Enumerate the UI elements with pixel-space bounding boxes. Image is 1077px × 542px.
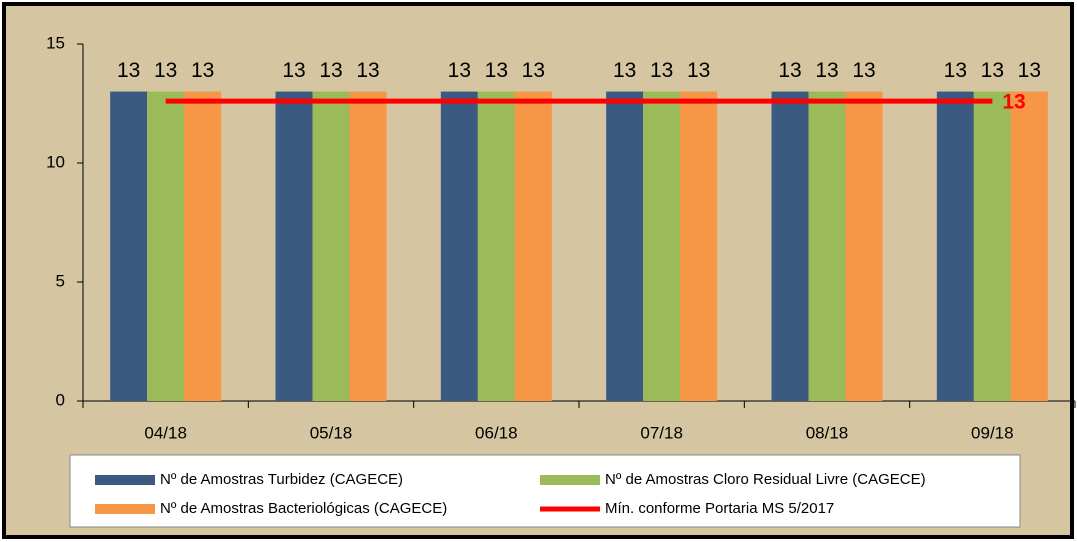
bar bbox=[349, 91, 387, 401]
line-value-label: 13 bbox=[1002, 91, 1025, 114]
x-tick-label: 07/18 bbox=[640, 423, 683, 442]
bar bbox=[845, 91, 883, 401]
legend-swatch bbox=[95, 504, 155, 514]
x-tick-label: 09/18 bbox=[971, 423, 1014, 442]
x-tick-label: 04/18 bbox=[144, 423, 187, 442]
bar-value-label: 13 bbox=[356, 59, 379, 82]
bar-value-label: 13 bbox=[117, 59, 140, 82]
bar-value-label: 13 bbox=[613, 59, 636, 82]
y-tick-label: 5 bbox=[56, 271, 65, 290]
bar-value-label: 13 bbox=[154, 59, 177, 82]
bar-value-label: 13 bbox=[522, 59, 545, 82]
bar bbox=[312, 91, 350, 401]
legend-label: Mín. conforme Portaria MS 5/2017 bbox=[605, 500, 834, 517]
legend-label: Nº de Amostras Cloro Residual Livre (CAG… bbox=[605, 471, 926, 488]
bar-value-label: 13 bbox=[191, 59, 214, 82]
bar-value-label: 13 bbox=[944, 59, 967, 82]
legend-label: Nº de Amostras Bacteriológicas (CAGECE) bbox=[160, 500, 447, 517]
legend-swatch bbox=[540, 475, 600, 485]
x-tick-label: 06/18 bbox=[475, 423, 518, 442]
bar bbox=[147, 91, 185, 401]
bar bbox=[110, 91, 148, 401]
x-tick-label: 08/18 bbox=[806, 423, 849, 442]
y-tick-label: 15 bbox=[46, 33, 65, 52]
bar bbox=[275, 91, 313, 401]
x-tick-label: 05/18 bbox=[310, 423, 353, 442]
bar bbox=[973, 91, 1011, 401]
bar bbox=[808, 91, 846, 401]
y-tick-label: 10 bbox=[46, 152, 65, 171]
bar bbox=[184, 91, 222, 401]
bar bbox=[606, 91, 644, 401]
bar-value-label: 13 bbox=[815, 59, 838, 82]
bar-value-label: 13 bbox=[981, 59, 1004, 82]
y-tick-label: 0 bbox=[56, 390, 65, 409]
bar bbox=[477, 91, 515, 401]
bar bbox=[680, 91, 718, 401]
legend-label: Nº de Amostras Turbidez (CAGECE) bbox=[160, 471, 403, 488]
bar-value-label: 13 bbox=[687, 59, 710, 82]
bar bbox=[514, 91, 552, 401]
bar bbox=[1010, 91, 1048, 401]
legend-swatch bbox=[95, 475, 155, 485]
bar bbox=[771, 91, 809, 401]
bar-value-label: 13 bbox=[282, 59, 305, 82]
bar-value-label: 13 bbox=[778, 59, 801, 82]
bar-value-label: 13 bbox=[852, 59, 875, 82]
bar-value-label: 13 bbox=[650, 59, 673, 82]
bar bbox=[643, 91, 681, 401]
bar bbox=[936, 91, 974, 401]
bar-value-label: 13 bbox=[1018, 59, 1041, 82]
bar bbox=[440, 91, 478, 401]
legend-box bbox=[69, 454, 1021, 528]
bar-value-label: 13 bbox=[448, 59, 471, 82]
bar-value-label: 13 bbox=[485, 59, 508, 82]
bar-value-label: 13 bbox=[319, 59, 342, 82]
